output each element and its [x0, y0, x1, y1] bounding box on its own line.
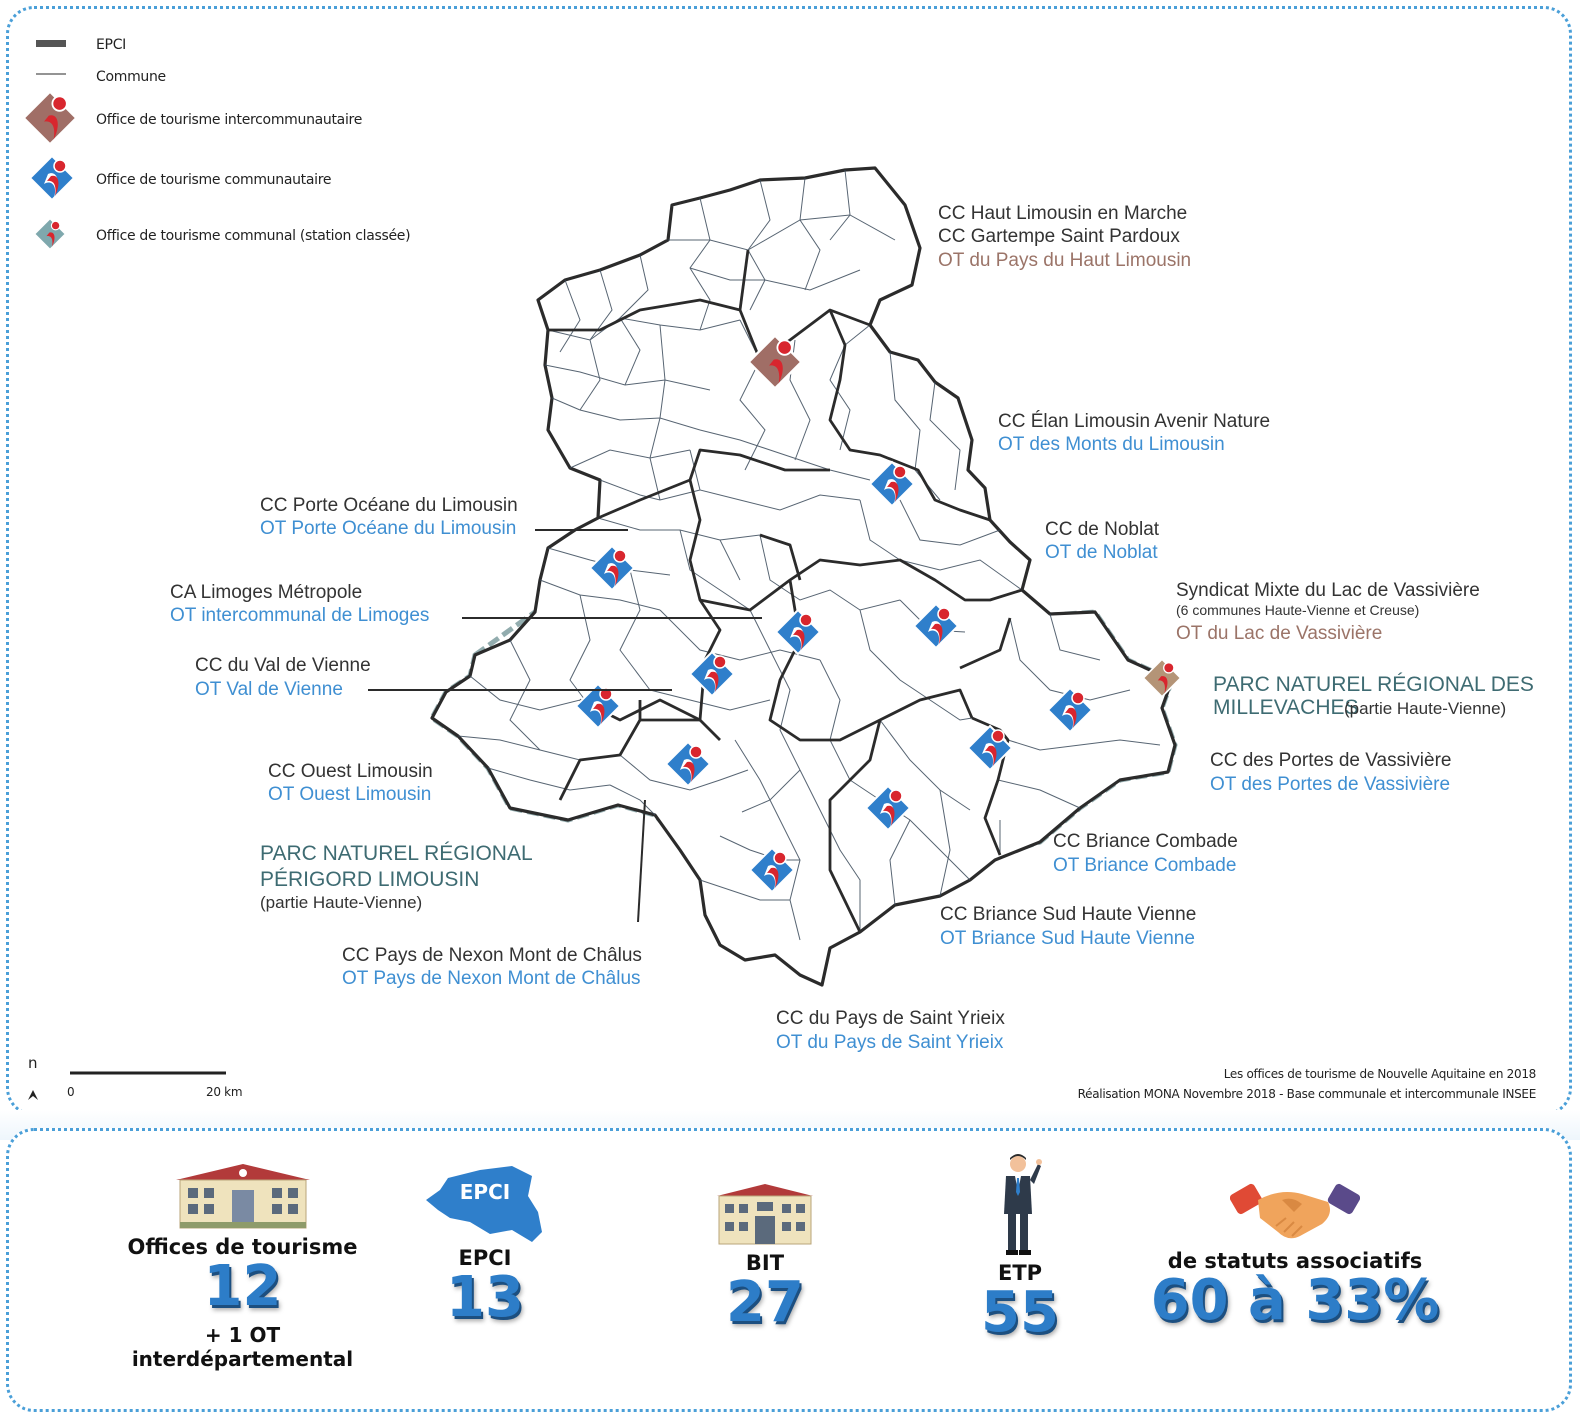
- label-limoges-ot: OT intercommunal de Limoges: [170, 605, 429, 626]
- credit-line-1: Les offices de tourisme de Nouvelle Aqui…: [1224, 1067, 1536, 1081]
- stat-assoc-value: 60 à 33%: [1150, 1268, 1440, 1333]
- ot-communautaire-icon: [29, 155, 75, 201]
- legend-ot-communautaire: Office de tourisme communautaire: [96, 172, 331, 188]
- stat-bit-value: 27: [726, 1270, 804, 1335]
- label-pnr-perigord-note: (partie Haute-Vienne): [260, 893, 422, 912]
- stat-offices-value: 12: [203, 1254, 282, 1319]
- label-haut-limousin-ot: OT du Pays du Haut Limousin: [938, 250, 1191, 271]
- ot-markers: [575, 333, 1182, 893]
- stat-bit: BIT 27: [690, 1180, 840, 1331]
- north-arrow-icon: [28, 1090, 38, 1100]
- stat-etp-value: 55: [981, 1280, 1059, 1345]
- label-vassiviere-note: (6 communes Haute-Vienne et Creuse): [1176, 602, 1419, 618]
- label-nexon-ot: OT Pays de Nexon Mont de Châlus: [342, 968, 641, 989]
- label-val-vienne-ot: OT Val de Vienne: [195, 679, 343, 700]
- label-val-vienne-cc: CC du Val de Vienne: [195, 655, 371, 676]
- label-vassiviere-ot: OT du Lac de Vassivière: [1176, 623, 1382, 644]
- label-haut-limousin-cc1: CC Haut Limousin en Marche: [938, 203, 1187, 224]
- label-pnr-millevaches-2: MILLEVACHES: [1213, 696, 1359, 719]
- stat-assoc: de statuts associatifs 60 à 33%: [1140, 1170, 1450, 1329]
- ot-lac-vassiviere-icon[interactable]: [1142, 658, 1182, 698]
- credits: Les offices de tourisme de Nouvelle Aqui…: [1078, 1067, 1537, 1101]
- label-pnr-millevaches-note: (partie Haute-Vienne): [1344, 699, 1506, 718]
- label-elan-cc: CC Élan Limousin Avenir Nature: [998, 411, 1270, 432]
- label-saint-yrieix-ot: OT du Pays de Saint Yrieix: [776, 1032, 1004, 1053]
- stat-offices-label: Offices de tourisme: [127, 1235, 358, 1259]
- label-elan-ot: OT des Monts du Limousin: [998, 434, 1225, 455]
- department-outline: [430, 166, 1177, 987]
- label-pnr-perigord-2: PÉRIGORD LIMOUSIN: [260, 868, 479, 891]
- scale-start: 0: [67, 1085, 74, 1099]
- handshake-icon: [1229, 1183, 1361, 1239]
- stat-etp-label: ETP: [997, 1261, 1043, 1285]
- label-porte-oceane-cc: CC Porte Océane du Limousin: [260, 495, 518, 516]
- label-briance-sud-cc: CC Briance Sud Haute Vienne: [940, 904, 1196, 925]
- small-building-icon: [717, 1184, 813, 1245]
- label-noblat-ot: OT de Noblat: [1045, 542, 1158, 563]
- scale-end: 20 km: [206, 1085, 242, 1099]
- label-briance-sud-ot: OT Briance Sud Haute Vienne: [940, 928, 1195, 949]
- label-haut-limousin-cc2: CC Gartempe Saint Pardoux: [938, 226, 1180, 247]
- map-canvas: EPCI Commune Office de tourisme intercom…: [21, 37, 1537, 1101]
- building-icon: [175, 1164, 310, 1229]
- map-labels: CC Haut Limousin en Marche CC Gartempe S…: [170, 203, 1534, 1053]
- label-ouest-ot: OT Ouest Limousin: [268, 784, 431, 805]
- label-pnr-millevaches-1: PARC NATUREL RÉGIONAL DES: [1213, 673, 1534, 696]
- label-noblat-cc: CC de Noblat: [1045, 519, 1160, 540]
- label-ouest-cc: CC Ouest Limousin: [268, 761, 433, 782]
- legend-commune: Commune: [96, 69, 166, 85]
- stat-etp: ETP 55: [945, 1152, 1095, 1341]
- ot-intercommunautaire-icon: [21, 89, 79, 147]
- legend-epci: EPCI: [96, 37, 126, 53]
- north-label: n: [28, 1054, 37, 1072]
- legend-ot-communal: Office de tourisme communal (station cla…: [96, 228, 410, 244]
- ot-communal-icon: [33, 217, 67, 251]
- legend: EPCI Commune Office de tourisme intercom…: [21, 37, 411, 251]
- label-saint-yrieix-cc: CC du Pays de Saint Yrieix: [776, 1008, 1005, 1029]
- scale-bar: n 0 20 km: [28, 1054, 243, 1100]
- epci-legend-symbol: [36, 40, 66, 47]
- label-briance-combade-ot: OT Briance Combade: [1053, 855, 1236, 876]
- label-nexon-cc: CC Pays de Nexon Mont de Châlus: [342, 945, 642, 966]
- map-shape-icon: EPCI: [420, 1160, 550, 1246]
- label-pnr-perigord-1: PARC NATUREL RÉGIONAL: [260, 842, 533, 865]
- stat-bit-label: BIT: [745, 1251, 785, 1275]
- ot-haut-limousin-icon[interactable]: [746, 333, 804, 391]
- businessman-icon: [1004, 1154, 1042, 1255]
- label-portes-vassiviere-ot: OT des Portes de Vassivière: [1210, 774, 1450, 795]
- label-vassiviere-sm: Syndicat Mixte du Lac de Vassivière: [1176, 580, 1480, 601]
- stat-epci-value: 13: [446, 1265, 524, 1330]
- stat-offices-sub: + 1 OT interdépartemental: [131, 1323, 354, 1371]
- stat-assoc-label: de statuts associatifs: [1167, 1249, 1423, 1273]
- label-limoges-ca: CA Limoges Métropole: [170, 582, 362, 603]
- stat-epci: EPCI EPCI 13: [410, 1160, 560, 1326]
- label-portes-vassiviere-cc: CC des Portes de Vassivière: [1210, 750, 1451, 771]
- label-briance-combade-cc: CC Briance Combade: [1053, 831, 1238, 852]
- epci-badge-text: EPCI: [459, 1180, 511, 1204]
- commune-boundaries: [457, 169, 1161, 941]
- stat-epci-label: EPCI: [458, 1246, 512, 1270]
- leader-lines: [368, 529, 762, 923]
- stat-offices: Offices de tourisme 12 + 1 OT interdépar…: [100, 1160, 385, 1371]
- label-porte-oceane-ot: OT Porte Océane du Limousin: [260, 518, 516, 539]
- legend-ot-intercommunautaire: Office de tourisme intercommunautaire: [96, 112, 362, 128]
- epci-boundaries: [548, 249, 1023, 933]
- credit-line-2: Réalisation MONA Novembre 2018 - Base co…: [1078, 1087, 1536, 1101]
